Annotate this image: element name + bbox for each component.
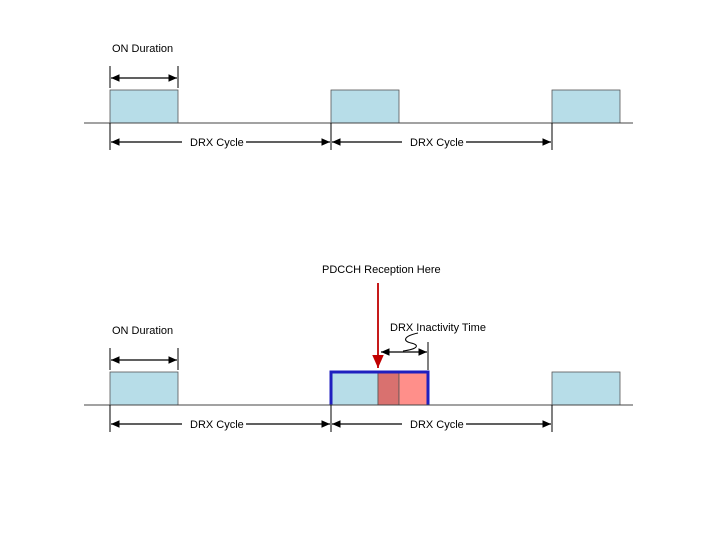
top-on-duration-label: ON Duration (112, 43, 173, 55)
top-drx-cycle-1-label: DRX Cycle (190, 137, 244, 149)
bottom-on-box-2 (330, 371, 379, 406)
active-time-highlight (329, 370, 430, 405)
bottom-on-duration-label: ON Duration (112, 325, 173, 337)
inactivity-label: DRX Inactivity Time (390, 322, 486, 334)
top-drx-cycle-2-label: DRX Cycle (410, 137, 464, 149)
inactivity-box-light (398, 371, 429, 406)
top-on-box-1 (109, 89, 179, 124)
top-timeline: ON Duration DRX Cycle DRX Cycle (84, 43, 633, 150)
bottom-on-box-1 (109, 371, 179, 406)
bottom-timeline: PDCCH Reception Here ON Duration DRX Ina… (84, 264, 633, 432)
top-on-box-2 (330, 89, 400, 124)
inactivity-squiggle (402, 332, 419, 352)
bottom-drx-cycle-2-label: DRX Cycle (410, 419, 464, 431)
bottom-drx-cycle-1-label: DRX Cycle (190, 419, 244, 431)
top-on-box-3 (551, 89, 621, 124)
pdcch-label: PDCCH Reception Here (322, 264, 441, 276)
bottom-on-box-3 (551, 371, 621, 406)
inactivity-box-dark (377, 371, 400, 406)
